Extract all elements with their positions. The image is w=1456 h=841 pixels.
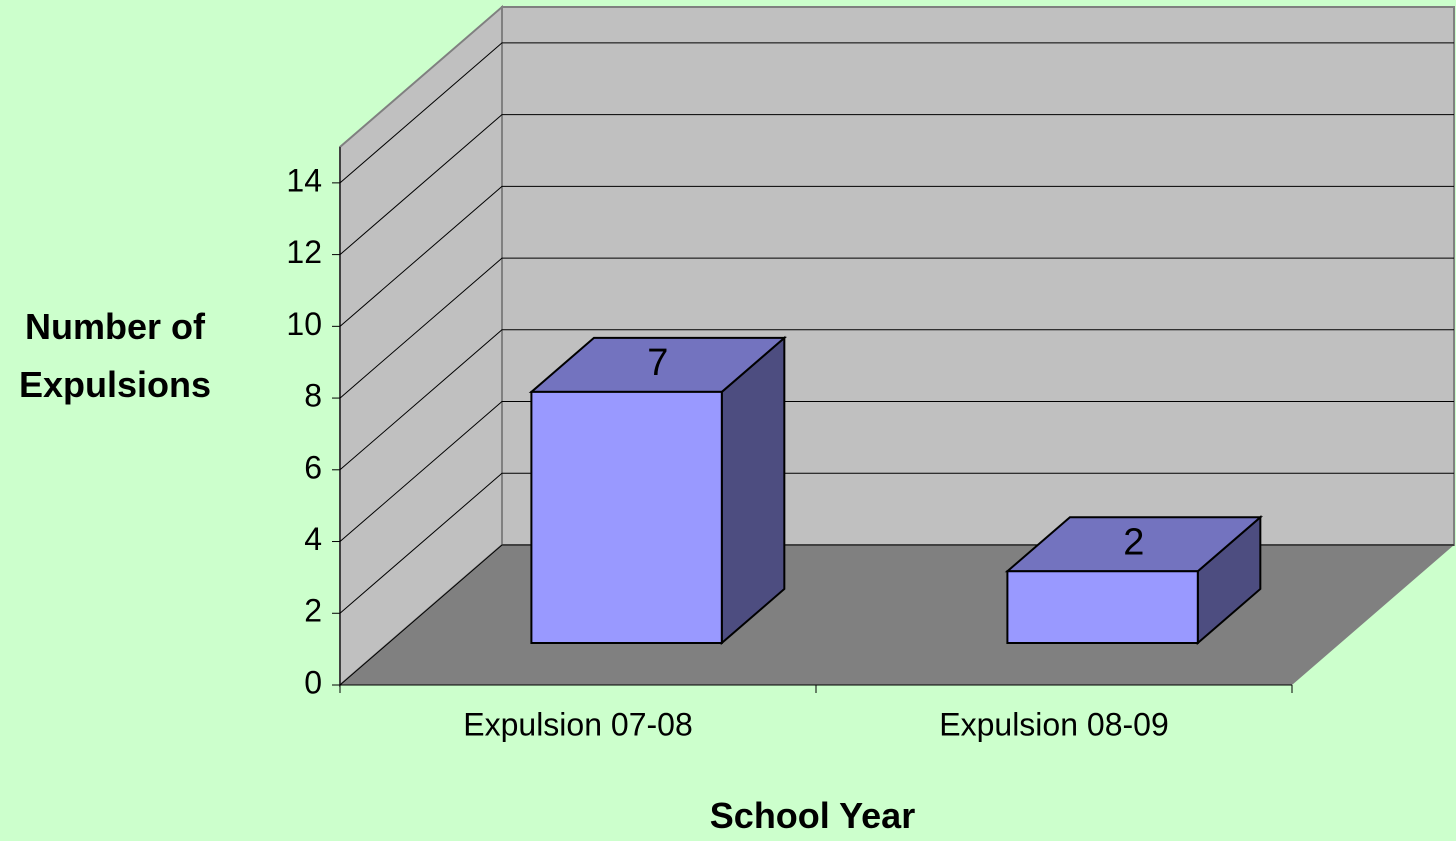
floor bbox=[340, 545, 1454, 685]
grid-line bbox=[339, 401, 1454, 542]
grid-line bbox=[339, 114, 1454, 255]
y-tick-label: 8 bbox=[304, 378, 322, 414]
y-tick-label: 0 bbox=[304, 664, 322, 700]
x-tick-label: Expulsion 08-09 bbox=[939, 706, 1168, 742]
grid-line bbox=[339, 42, 1454, 184]
value-label: 7 bbox=[647, 342, 668, 384]
bar bbox=[1004, 515, 1264, 646]
bar-front bbox=[530, 390, 723, 644]
y-tick-label: 4 bbox=[304, 521, 322, 557]
grid-line bbox=[339, 329, 1454, 471]
y-tick-label: 2 bbox=[304, 593, 322, 629]
y-tick-label: 12 bbox=[286, 234, 322, 270]
y-tick-label: 6 bbox=[304, 449, 322, 485]
y-tick-label: 14 bbox=[286, 162, 322, 198]
x-axis-title: School Year bbox=[709, 795, 916, 836]
grid-line bbox=[339, 185, 1454, 327]
bar-front bbox=[1006, 570, 1199, 644]
value-label: 2 bbox=[1123, 521, 1144, 563]
y-axis-title: Number of Expulsions bbox=[18, 306, 212, 405]
x-tick-label: Expulsion 07-08 bbox=[463, 706, 692, 742]
bar bbox=[528, 335, 788, 646]
grid-line bbox=[339, 257, 1454, 399]
grid-line bbox=[339, 472, 1454, 614]
y-tick-label: 10 bbox=[286, 306, 322, 342]
